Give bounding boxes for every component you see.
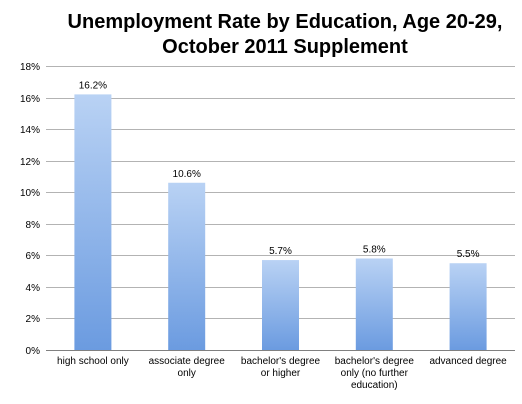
chart-title-line-1: Unemployment Rate by Education, Age 20-2…	[68, 11, 503, 33]
y-tick-label: 10%	[20, 188, 40, 199]
gridlines	[46, 66, 515, 319]
x-category-label: bachelor's degree	[335, 356, 415, 367]
data-label: 5.8%	[363, 244, 386, 255]
bar	[168, 182, 206, 350]
x-category-label: only (no further	[341, 368, 409, 379]
data-label: 5.7%	[269, 246, 292, 257]
chart-title-line-2: October 2011 Supplement	[162, 36, 408, 58]
y-tick-label: 0%	[26, 346, 41, 357]
data-label: 5.5%	[457, 249, 480, 260]
bar	[74, 94, 112, 351]
y-tick-label: 18%	[20, 62, 40, 73]
y-tick-label: 16%	[20, 94, 40, 105]
bar	[449, 263, 487, 350]
x-category-label: associate degree	[149, 356, 226, 367]
y-tick-label: 6%	[26, 251, 41, 262]
x-category-label: or higher	[261, 368, 301, 379]
y-tick-label: 12%	[20, 157, 40, 168]
data-labels: 16.2% 10.6% 5.7% 5.8% 5.5%	[79, 80, 480, 260]
x-category-label: advanced degree	[429, 356, 507, 367]
bar	[355, 258, 393, 350]
x-category-label: education)	[351, 380, 398, 391]
y-tick-label: 14%	[20, 125, 40, 136]
chart-title: Unemployment Rate by Education, Age 20-2…	[68, 11, 503, 58]
bars	[74, 94, 487, 351]
data-label: 16.2%	[79, 80, 107, 91]
y-axis-ticks: 0% 2% 4% 6% 8% 10% 12% 14% 16% 18%	[20, 62, 40, 357]
x-category-label: only	[178, 368, 196, 379]
y-tick-label: 2%	[26, 314, 41, 325]
y-tick-label: 4%	[26, 283, 41, 294]
x-category-label: high school only	[57, 356, 129, 367]
bar	[262, 260, 299, 350]
y-tick-label: 8%	[26, 220, 41, 231]
x-category-label: bachelor's degree	[241, 356, 321, 367]
data-label: 10.6%	[173, 169, 201, 180]
